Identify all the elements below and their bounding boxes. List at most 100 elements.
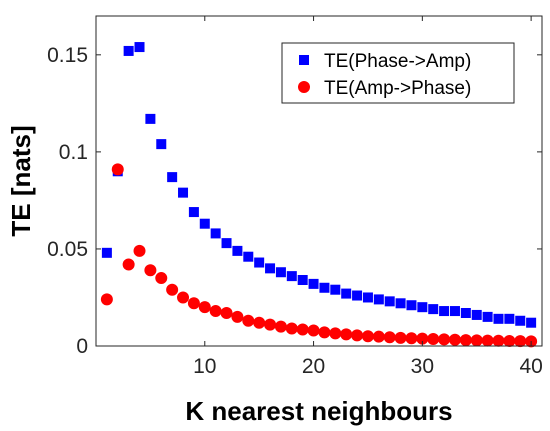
square-point bbox=[406, 300, 417, 311]
square-point bbox=[439, 306, 450, 317]
circle-point bbox=[144, 264, 157, 277]
square-point bbox=[373, 294, 384, 305]
circle-point bbox=[329, 327, 342, 340]
circle-point bbox=[122, 258, 135, 271]
circle-point bbox=[340, 328, 353, 341]
circle-point bbox=[307, 324, 320, 337]
y-tick-label: 0.1 bbox=[59, 141, 88, 164]
square-point bbox=[515, 315, 526, 326]
square-point bbox=[167, 172, 178, 183]
circle-point bbox=[448, 333, 461, 346]
square-point bbox=[471, 309, 482, 320]
circle-point bbox=[242, 314, 255, 327]
circle-point bbox=[318, 326, 331, 339]
circle-point-legend-marker bbox=[298, 81, 310, 93]
y-tick-label: 0.15 bbox=[47, 44, 88, 67]
circle-point bbox=[100, 293, 113, 306]
square-point bbox=[395, 298, 406, 309]
square-point bbox=[199, 218, 210, 229]
circle-point bbox=[459, 334, 472, 347]
circle-point bbox=[492, 334, 505, 347]
circle-point bbox=[253, 316, 266, 329]
data-markers bbox=[100, 42, 538, 348]
square-point bbox=[384, 296, 395, 307]
square-point bbox=[134, 42, 145, 53]
square-point bbox=[254, 257, 265, 268]
square-point bbox=[341, 288, 352, 299]
circle-point bbox=[209, 305, 222, 318]
circle-point bbox=[416, 332, 429, 345]
legend-label: TE(Phase->Amp) bbox=[324, 51, 471, 72]
square-point bbox=[232, 245, 243, 256]
x-tick-label: 40 bbox=[519, 355, 542, 378]
x-axis-label: K nearest neighbours bbox=[185, 396, 452, 426]
square-point bbox=[330, 284, 341, 295]
circle-point bbox=[405, 332, 418, 345]
square-point bbox=[428, 304, 439, 315]
circle-point bbox=[111, 163, 124, 176]
square-point bbox=[265, 263, 276, 274]
square-point bbox=[145, 113, 156, 124]
square-point bbox=[275, 267, 286, 278]
square-point bbox=[243, 251, 254, 262]
square-point bbox=[156, 139, 167, 150]
legend: TE(Phase->Amp) TE(Amp->Phase) bbox=[281, 42, 515, 104]
circle-point bbox=[285, 322, 298, 335]
circle-point bbox=[177, 291, 190, 304]
square-point bbox=[417, 302, 428, 313]
y-tick-label: 0 bbox=[76, 335, 88, 358]
axis-ticks: 10 20 30 40 0 0.05 0.1 0.15 bbox=[47, 16, 543, 378]
square-point bbox=[101, 247, 112, 258]
square-point bbox=[210, 228, 221, 239]
square-point bbox=[308, 278, 319, 289]
y-tick-label: 0.05 bbox=[47, 238, 88, 261]
circle-point bbox=[264, 318, 277, 331]
circle-point bbox=[470, 334, 483, 347]
square-point bbox=[123, 45, 134, 56]
legend-entries: TE(Phase->Amp) TE(Amp->Phase) bbox=[298, 51, 471, 99]
circle-point bbox=[427, 333, 440, 346]
circle-point bbox=[133, 244, 146, 257]
square-point bbox=[493, 313, 504, 324]
circle-point bbox=[394, 331, 407, 344]
square-point bbox=[319, 282, 330, 293]
circle-point bbox=[351, 329, 364, 342]
circle-point bbox=[481, 334, 494, 347]
square-point-legend-marker bbox=[299, 55, 309, 65]
series-circle bbox=[100, 163, 538, 348]
circle-point bbox=[503, 334, 516, 347]
x-tick-label: 30 bbox=[411, 355, 434, 378]
square-point bbox=[178, 187, 189, 198]
circle-point bbox=[166, 283, 179, 296]
x-tick-label: 10 bbox=[193, 355, 216, 378]
square-point bbox=[504, 313, 515, 324]
legend-entry: TE(Amp->Phase) bbox=[298, 78, 471, 99]
circle-point bbox=[198, 301, 211, 314]
circle-point bbox=[274, 320, 287, 333]
square-point bbox=[526, 317, 537, 328]
square-point bbox=[221, 238, 232, 249]
circle-point bbox=[231, 310, 244, 323]
square-point bbox=[297, 275, 308, 285]
circle-point bbox=[361, 330, 374, 343]
circle-point bbox=[220, 307, 233, 319]
circle-point bbox=[187, 297, 200, 310]
circle-point bbox=[438, 333, 451, 346]
square-point bbox=[286, 271, 297, 282]
y-axis-label: TE [nats] bbox=[6, 125, 36, 236]
x-tick-label: 20 bbox=[302, 355, 325, 378]
square-point bbox=[188, 207, 199, 218]
plot-frame bbox=[95, 15, 543, 347]
circle-point bbox=[372, 330, 385, 343]
square-point bbox=[362, 292, 373, 303]
legend-label: TE(Amp->Phase) bbox=[324, 78, 471, 99]
square-point bbox=[352, 290, 363, 301]
circle-point bbox=[514, 335, 527, 348]
legend-entry: TE(Phase->Amp) bbox=[299, 51, 471, 72]
square-point bbox=[449, 306, 460, 317]
circle-point bbox=[383, 331, 396, 344]
series-square bbox=[101, 42, 537, 328]
square-point bbox=[482, 311, 493, 322]
circle-point bbox=[296, 323, 309, 336]
